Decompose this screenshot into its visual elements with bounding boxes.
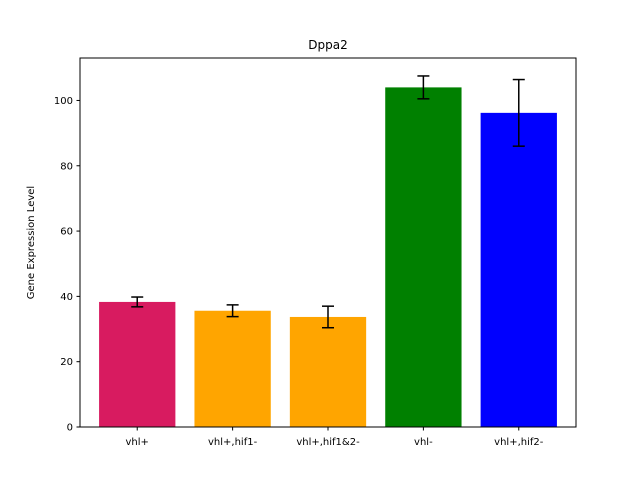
bars-group	[99, 87, 557, 428]
y-tick-label: 60	[60, 227, 73, 238]
chart-title: Dppa2	[308, 38, 347, 52]
bar	[194, 310, 271, 427]
error-bars-group	[131, 75, 525, 329]
bar	[480, 112, 557, 428]
y-axis-label: Gene Expression Level	[26, 186, 37, 299]
y-tick-label: 0	[67, 423, 73, 434]
y-tick-label: 100	[54, 96, 73, 107]
y-tick-label: 80	[60, 161, 73, 172]
y-tick-label: 40	[60, 292, 73, 303]
x-tick-label: vhl+,hif1&2-	[296, 437, 360, 448]
x-tick-label: vhl+,hif1-	[208, 437, 258, 448]
y-axis: 0 20 40 60 80 100	[54, 96, 80, 434]
x-tick-label: vhl-	[414, 437, 433, 448]
x-tick-label: vhl+,hif2-	[494, 437, 544, 448]
bar	[99, 301, 176, 427]
x-axis: vhl+ vhl+,hif1- vhl+,hif1&2- vhl-vhl+,hif2-	[126, 427, 544, 448]
bar	[385, 87, 462, 428]
bar	[289, 316, 367, 427]
x-tick-label: vhl+	[126, 437, 149, 448]
y-tick-label: 20	[60, 357, 73, 368]
